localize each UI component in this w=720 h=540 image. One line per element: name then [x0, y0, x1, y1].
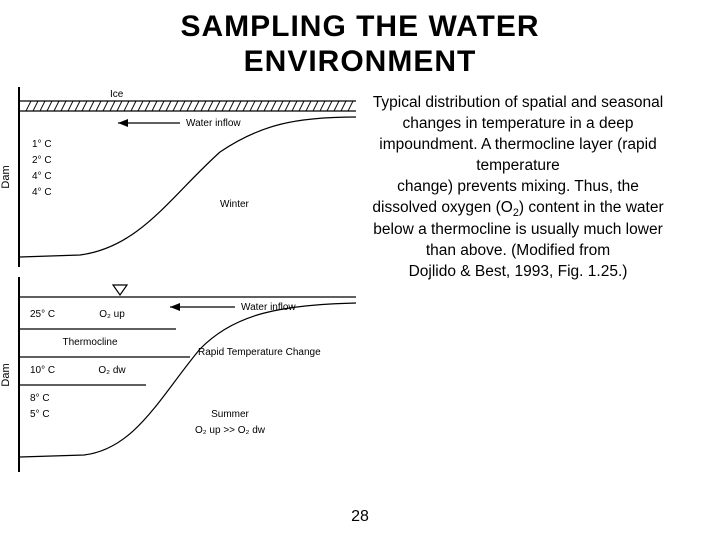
winter-diagram: Dam IceWater inflow1° C2° C4° C4° CWinte… [18, 87, 358, 267]
content-row: Dam Ice Water inflow 1° C 2° C 4° C 4° C Winte… [0, 87, 720, 472]
caption-text: Typical distribution of spatial and seas… [360, 87, 690, 472]
slide-title: SAMPLING THE WATER ENVIRONMENT [0, 0, 720, 79]
page-number: 28 [351, 508, 369, 526]
svg-text:Rapid Temperature Change: Rapid Temperature Change [198, 347, 321, 358]
svg-text:O₂ up >> O₂ dw: O₂ up >> O₂ dw [195, 425, 266, 436]
caption-p3: Dojlido & Best, 1993, Fig. 1.25.) [409, 263, 628, 280]
svg-text:O₂ up: O₂ up [99, 309, 125, 320]
svg-text:Ice: Ice [110, 89, 124, 100]
diagrams-column: Dam Ice Water inflow 1° C 2° C 4° C 4° C Winte… [0, 87, 360, 472]
svg-text:2° C: 2° C [32, 155, 52, 166]
slide: SAMPLING THE WATER ENVIRONMENT Dam Ice Wa… [0, 0, 720, 540]
svg-text:Water inflow: Water inflow [186, 118, 241, 129]
svg-text:25° C: 25° C [30, 309, 55, 320]
svg-text:10° C: 10° C [30, 365, 55, 376]
title-line-1: SAMPLING THE WATER [180, 10, 539, 43]
caption-p1: Typical distribution of spatial and seas… [373, 94, 663, 174]
svg-text:5° C: 5° C [30, 409, 50, 420]
svg-text:8° C: 8° C [30, 393, 50, 404]
title-line-2: ENVIRONMENT [244, 45, 477, 78]
summer-diagram: Dam Water inflow25° CO₂ upThermocline10°… [18, 277, 358, 472]
svg-text:1° C: 1° C [32, 139, 52, 150]
dam-label-summer: Dam [0, 363, 12, 386]
svg-text:4° C: 4° C [32, 187, 52, 198]
dam-label-winter: Dam [0, 165, 12, 188]
summer-svg: Water inflow25° CO₂ upThermocline10° CO₂… [20, 277, 360, 472]
svg-text:Summer: Summer [211, 409, 249, 420]
svg-text:O₂ dw: O₂ dw [98, 365, 126, 376]
svg-text:4° C: 4° C [32, 171, 52, 182]
winter-svg: Ice Water inflow 1° C 2° C 4° C 4° C Winter [20, 87, 360, 267]
svg-text:Winter: Winter [220, 199, 250, 210]
svg-text:Thermocline: Thermocline [62, 337, 117, 348]
